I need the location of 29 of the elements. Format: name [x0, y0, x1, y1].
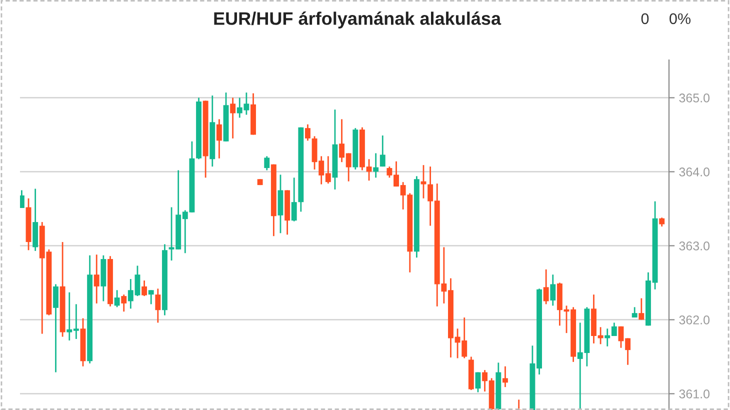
candlestick — [121, 294, 127, 312]
candlestick — [148, 289, 154, 305]
candlestick — [216, 118, 222, 160]
y-tick-label: 365.0 — [679, 94, 710, 102]
candlestick — [230, 97, 236, 140]
candlestick — [502, 366, 508, 388]
candlestick — [53, 284, 58, 373]
candlestick — [373, 152, 379, 178]
y-tick-label: 361.0 — [679, 390, 710, 398]
candlestick — [475, 372, 481, 393]
candlestick — [420, 164, 426, 200]
candlestick — [94, 254, 100, 304]
candlestick — [155, 288, 161, 324]
candlestick — [638, 298, 644, 320]
candlestick — [20, 190, 24, 209]
candlestick — [114, 289, 120, 308]
candlestick — [291, 176, 297, 222]
candlestick — [543, 268, 549, 305]
y-tick-label: 364.0 — [679, 168, 710, 176]
y-tick-label: 363.0 — [679, 242, 710, 250]
candlestick — [264, 156, 270, 171]
y-tick-label: 362.0 — [679, 316, 710, 324]
text: 0 — [641, 13, 649, 24]
chart-title: EUR/HUF árfolyamának alakulása — [214, 12, 502, 28]
candlestick — [142, 280, 148, 297]
text: 0% — [670, 13, 690, 24]
candlestick — [305, 124, 310, 142]
candlestick — [550, 274, 556, 306]
candlestick — [380, 134, 386, 168]
